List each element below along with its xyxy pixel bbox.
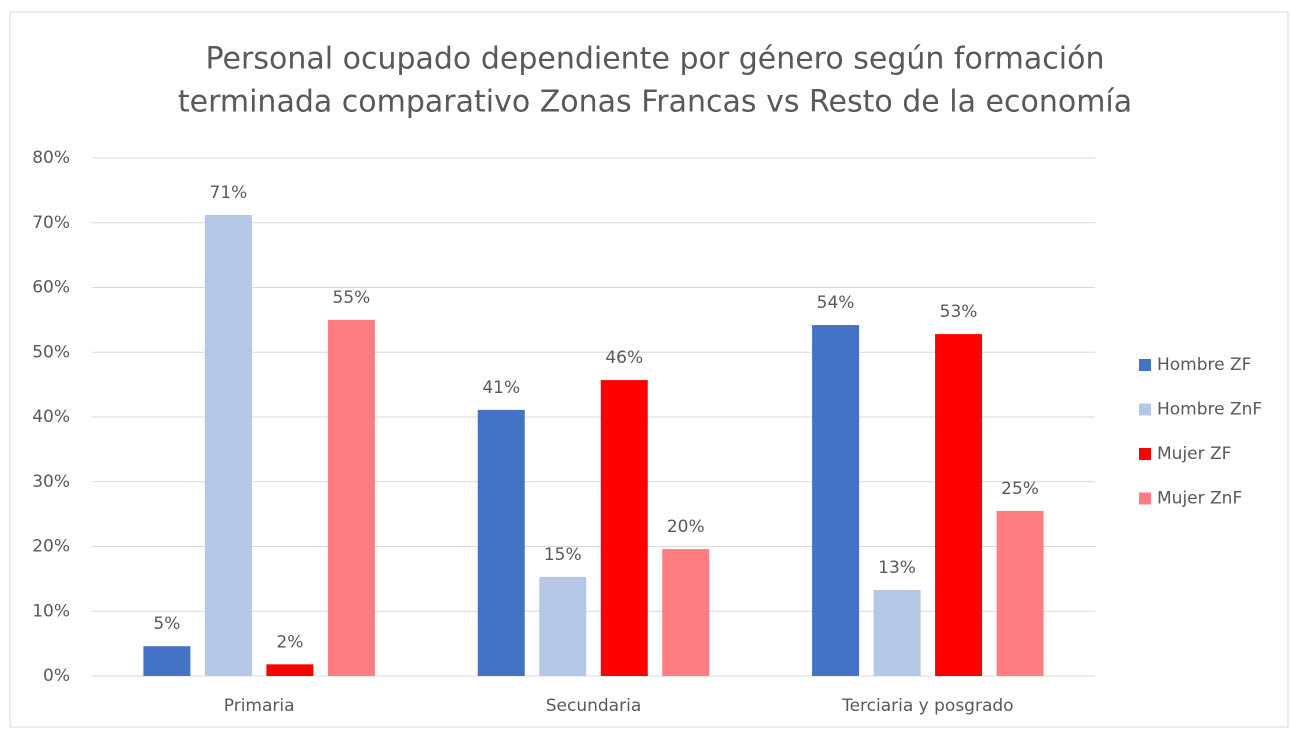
value-label: 53% bbox=[940, 302, 978, 322]
chart-title: Personal ocupado dependiente por género … bbox=[206, 42, 1105, 77]
value-label: 15% bbox=[544, 545, 582, 565]
x-tick-label: Terciaria y posgrado bbox=[841, 696, 1014, 716]
y-tick-label: 80% bbox=[32, 148, 70, 168]
value-label: 13% bbox=[878, 558, 916, 578]
y-tick-label: 10% bbox=[32, 601, 70, 621]
y-tick-label: 40% bbox=[32, 407, 70, 427]
legend-swatch bbox=[1139, 448, 1151, 460]
legend-label: Hombre ZnF bbox=[1157, 400, 1262, 420]
chart-title: terminada comparativo Zonas Francas vs R… bbox=[178, 85, 1132, 120]
y-tick-label: 20% bbox=[32, 537, 70, 557]
bar bbox=[204, 214, 252, 677]
bar bbox=[539, 576, 587, 676]
value-label: 71% bbox=[210, 183, 248, 203]
bar bbox=[662, 549, 710, 676]
value-label: 55% bbox=[333, 288, 371, 308]
bar bbox=[477, 409, 525, 676]
value-label: 25% bbox=[1001, 479, 1039, 499]
y-tick-label: 30% bbox=[32, 472, 70, 492]
legend-swatch bbox=[1139, 492, 1151, 505]
value-label: 20% bbox=[667, 517, 705, 537]
bar bbox=[812, 325, 860, 676]
value-label: 54% bbox=[817, 293, 855, 313]
legend-swatch bbox=[1139, 359, 1151, 371]
legend-label: Mujer ZnF bbox=[1157, 489, 1242, 509]
value-label: 5% bbox=[153, 614, 180, 634]
value-label: 2% bbox=[276, 632, 303, 652]
bar bbox=[935, 334, 983, 676]
value-label: 46% bbox=[605, 348, 643, 368]
bar bbox=[600, 380, 648, 676]
legend-label: Mujer ZF bbox=[1157, 444, 1231, 464]
legend-label: Hombre ZF bbox=[1157, 355, 1251, 375]
bar bbox=[873, 589, 921, 676]
bar bbox=[996, 510, 1044, 676]
bar bbox=[143, 646, 191, 676]
bar bbox=[266, 664, 314, 676]
value-label: 41% bbox=[482, 378, 520, 398]
y-tick-label: 50% bbox=[32, 342, 70, 362]
y-tick-label: 60% bbox=[32, 278, 70, 298]
x-tick-label: Secundaria bbox=[546, 696, 641, 716]
legend-swatch bbox=[1139, 403, 1151, 416]
y-tick-label: 0% bbox=[43, 666, 70, 686]
y-tick-label: 70% bbox=[32, 213, 70, 233]
bar bbox=[327, 319, 375, 676]
x-tick-label: Primaria bbox=[224, 696, 295, 716]
